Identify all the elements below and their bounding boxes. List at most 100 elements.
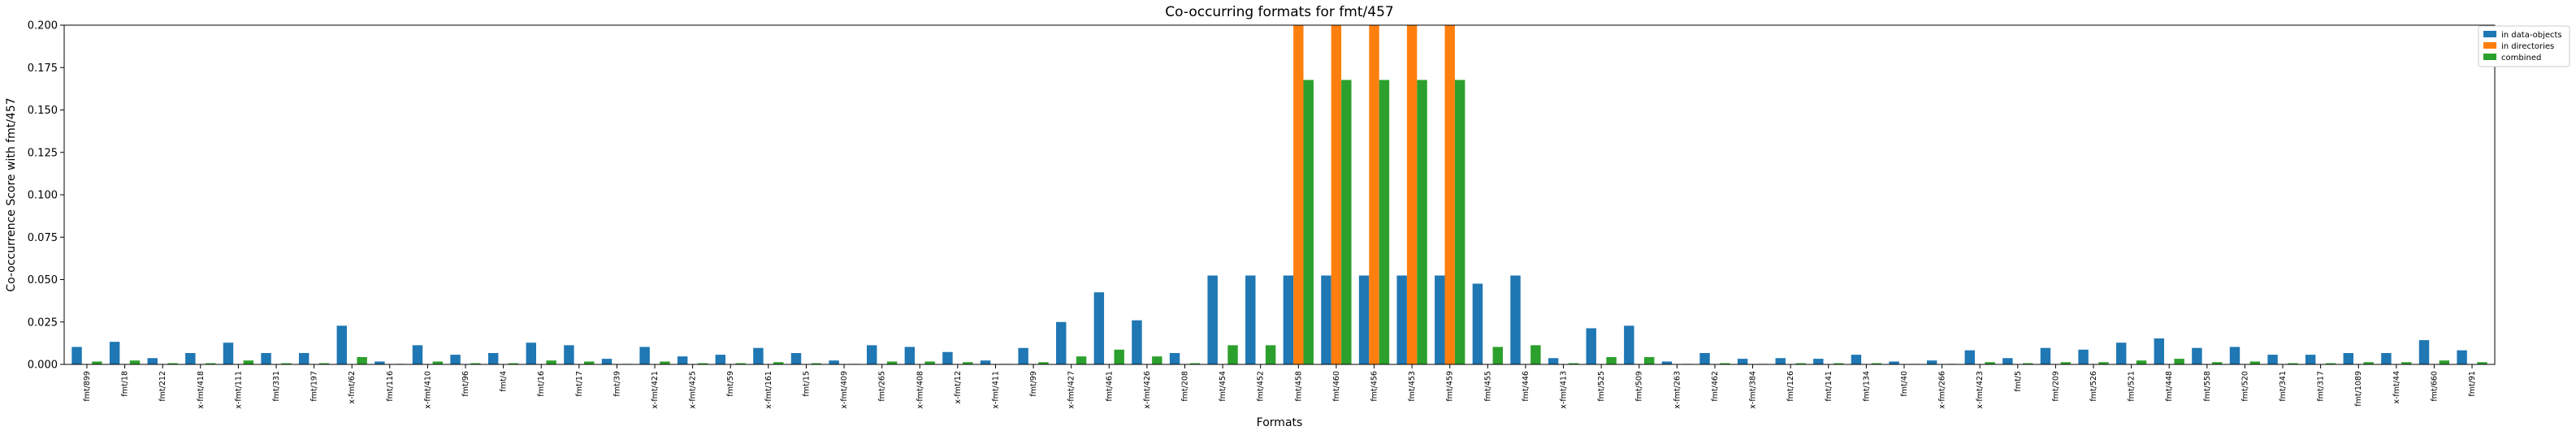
bar-in-data-objects-fmt/59 (715, 355, 726, 364)
x-tick-label: x-fmt/418 (197, 371, 206, 409)
x-tick-label: x-fmt/161 (764, 371, 773, 409)
bar-combined-fmt/526 (2098, 362, 2109, 364)
y-tick-label: 0.100 (28, 190, 58, 202)
x-tick-label: fmt/265 (878, 371, 887, 402)
bar-in-data-objects-x-fmt/111 (223, 342, 234, 364)
bar-in-directories-fmt/458 (1293, 25, 1304, 364)
bar-in-data-objects-fmt/341 (2267, 355, 2278, 364)
bar-in-data-objects-x-fmt/266 (1926, 360, 1937, 364)
legend-swatch (2483, 31, 2496, 37)
bar-combined-fmt/899 (92, 361, 102, 364)
y-axis-label: Co-occurrence Score with fmt/457 (5, 97, 18, 291)
legend-box (2478, 25, 2570, 67)
x-tick-label: fmt/16 (537, 371, 546, 397)
bar-in-data-objects-x-fmt/409 (829, 360, 839, 364)
bar-in-data-objects-fmt/96 (450, 355, 461, 364)
bar-in-data-objects-x-fmt/44 (2381, 353, 2392, 364)
legend-swatch (2483, 42, 2496, 49)
x-tick-label: fmt/458 (1294, 371, 1303, 402)
bar-in-directories-fmt/453 (1406, 25, 1418, 364)
bar-in-data-objects-fmt/18 (109, 342, 120, 364)
bar-in-data-objects-fmt/126 (1775, 358, 1786, 364)
bar-in-data-objects-fmt/116 (374, 361, 385, 364)
bar-in-data-objects-fmt/265 (867, 345, 877, 364)
y-tick-label: 0.025 (28, 317, 58, 329)
bar-in-data-objects-fmt/17 (564, 345, 574, 364)
bar-in-data-objects-x-fmt/423 (1964, 350, 1975, 364)
bar-in-data-objects-fmt/454 (1207, 275, 1218, 364)
x-tick-label: x-fmt/411 (991, 371, 1000, 409)
bar-combined-fmt/99 (1038, 362, 1049, 364)
bar-in-data-objects-fmt/209 (2040, 347, 2051, 364)
bar-in-data-objects-x-fmt/418 (185, 353, 196, 364)
bar-in-data-objects-x-fmt/263 (1661, 361, 1673, 364)
bar-in-data-objects-fmt/15 (790, 353, 802, 364)
bar-in-data-objects-fmt/99 (1018, 347, 1028, 364)
x-tick-label: fmt/453 (1408, 371, 1417, 402)
bar-combined-x-fmt/111 (243, 360, 254, 364)
bar-in-data-objects-fmt/1089 (2343, 353, 2354, 364)
bar-combined-fmt/459 (1454, 80, 1466, 364)
x-tick-label: fmt/452 (1257, 371, 1266, 402)
bar-in-data-objects-fmt/448 (2154, 338, 2164, 364)
bar-combined-fmt/209 (2060, 362, 2072, 364)
x-tick-label: fmt/91 (2468, 371, 2477, 397)
bar-combined-x-fmt/421 (660, 361, 670, 364)
bar-in-data-objects-x-fmt/62 (336, 325, 347, 364)
x-tick-label: x-fmt/62 (348, 371, 357, 404)
bar-in-directories-fmt/460 (1331, 25, 1342, 364)
bar-combined-x-fmt/427 (1076, 356, 1087, 364)
x-tick-label: fmt/141 (1825, 371, 1834, 402)
bar-in-data-objects-x-fmt/410 (412, 345, 423, 364)
bar-in-directories-fmt/456 (1369, 25, 1379, 364)
x-tick-label: fmt/126 (1786, 371, 1795, 402)
bar-combined-fmt/91 (2477, 362, 2487, 364)
bar-combined-fmt/17 (584, 361, 595, 364)
x-tick-label: fmt/208 (1180, 371, 1189, 402)
bar-in-data-objects-fmt/212 (147, 358, 158, 364)
x-tick-label: x-fmt/410 (423, 371, 432, 409)
x-tick-label: fmt/341 (2279, 371, 2288, 402)
x-tick-label: fmt/448 (2165, 371, 2174, 402)
legend-label: combined (2501, 54, 2541, 62)
x-tick-label: fmt/460 (1332, 371, 1341, 402)
x-tick-label: fmt/209 (2051, 371, 2060, 402)
bar-in-data-objects-fmt/141 (1813, 359, 1824, 364)
bar-combined-fmt/460 (1341, 80, 1352, 364)
x-tick-label: fmt/1089 (2354, 371, 2363, 407)
x-tick-label: x-fmt/409 (840, 371, 849, 409)
bar-combined-x-fmt/423 (1985, 362, 1995, 364)
bar-in-data-objects-fmt/4 (487, 353, 499, 364)
y-axis: 0.000 0.025 0.050 0.075 0.100 0.125 0.150 0.175… (28, 20, 64, 372)
bar-combined-x-fmt/410 (432, 361, 444, 364)
bar-in-data-objects-fmt/197 (298, 353, 310, 364)
x-tick-label: fmt/18 (121, 371, 130, 397)
bar-in-data-objects-x-fmt/413 (1548, 358, 1559, 364)
bar-in-data-objects-fmt/460 (1321, 275, 1331, 364)
legend-label: in directories (2501, 42, 2554, 51)
x-tick-label: x-fmt/44 (2392, 371, 2401, 404)
x-axis: fmt/899 fmt/18 fmt/212 x-fmt/418 x-fmt/111 fm… (83, 364, 2477, 409)
bar-in-data-objects-fmt/91 (2457, 350, 2467, 364)
bar-combined-fmt/448 (2174, 359, 2184, 364)
y-tick-label: 0.175 (28, 62, 58, 75)
y-tick-label: 0.150 (28, 105, 58, 117)
plot-frame (63, 24, 2496, 365)
x-tick-label: fmt/212 (158, 371, 167, 402)
chart-title: Co-occurring formats for fmt/457 (1165, 4, 1393, 20)
y-tick-label: 0.075 (28, 232, 58, 244)
bar-in-data-objects-fmt/16 (526, 342, 536, 364)
x-tick-label: fmt/96 (461, 371, 470, 397)
bar-combined-fmt/525 (1606, 357, 1617, 364)
x-tick-label: fmt/456 (1370, 371, 1379, 402)
bar-combined-fmt/453 (1417, 80, 1427, 364)
bar-in-data-objects-fmt/461 (1093, 292, 1105, 364)
x-tick-label: fmt/459 (1446, 371, 1455, 402)
bar-combined-fmt/18 (129, 360, 141, 364)
bar-in-data-objects-x-fmt/426 (1132, 320, 1142, 364)
x-tick-label: fmt/17 (575, 371, 584, 397)
bar-in-data-objects-fmt/526 (2078, 349, 2089, 364)
bar-combined-fmt/521 (2136, 360, 2147, 364)
x-tick-label: x-fmt/425 (689, 371, 698, 409)
x-tick-label: fmt/59 (726, 371, 735, 397)
